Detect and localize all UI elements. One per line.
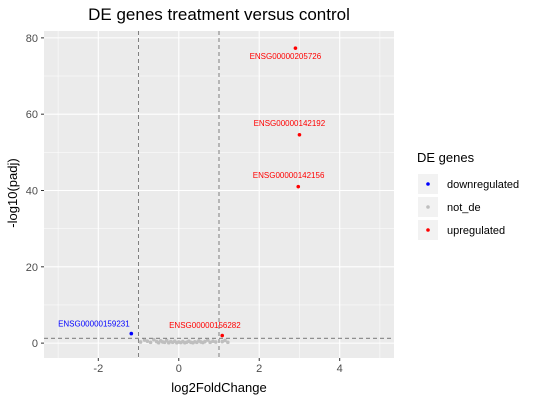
data-point-not-de <box>142 338 147 342</box>
data-points <box>129 46 302 345</box>
point-annotation: ENSG00000156282 <box>169 321 241 330</box>
data-point-not-de <box>208 340 212 345</box>
legend-swatch <box>426 182 430 186</box>
y-tick-label: 0 <box>32 338 38 350</box>
data-point-not-de <box>226 340 230 345</box>
data-point-upregulated <box>297 132 302 137</box>
point-annotation: ENSG00000142156 <box>253 171 325 180</box>
data-point-upregulated <box>293 46 298 50</box>
grid-major <box>44 31 394 358</box>
x-tick-label: 0 <box>176 363 182 375</box>
data-point-not-de <box>152 337 156 342</box>
data-point-downregulated <box>129 331 134 336</box>
legend-label: upregulated <box>447 225 505 237</box>
data-point-not-de <box>213 340 218 344</box>
legend-label: downregulated <box>447 179 519 191</box>
y-tick-label: 80 <box>26 33 38 45</box>
data-point-not-de <box>148 340 153 345</box>
y-tick-label: 60 <box>26 109 38 121</box>
x-tick-label: -2 <box>93 363 103 375</box>
y-tick-label: 20 <box>26 262 38 274</box>
data-point-not-de <box>223 338 227 343</box>
point-annotations: ENSG00000205726 ENSG00000142192 ENSG000001… <box>58 52 326 330</box>
legend-swatch <box>426 205 430 209</box>
chart-title: DE genes treatment versus control <box>88 5 350 24</box>
legend-label: not_de <box>447 202 481 214</box>
legend-swatch <box>426 228 430 232</box>
data-point-not-de <box>205 338 210 342</box>
point-annotation: ENSG00000142192 <box>254 119 326 128</box>
y-axis-title: -log10(padj) <box>5 158 20 227</box>
legend: DE genes downregulated not_de upregulated <box>417 150 519 240</box>
data-point-not-de <box>138 340 143 344</box>
data-point-upregulated <box>296 184 301 189</box>
data-point-not-de <box>203 339 207 344</box>
data-point-not-de <box>211 339 215 344</box>
x-tick-label: 2 <box>256 363 262 375</box>
data-point-upregulated <box>220 333 225 338</box>
y-tick-label: 40 <box>26 185 38 197</box>
data-point-not-de <box>145 339 150 344</box>
reference-lines <box>44 31 394 358</box>
legend-title: DE genes <box>417 150 475 165</box>
x-axis-title: log2FoldChange <box>171 380 266 395</box>
point-annotation: ENSG00000159231 <box>58 319 130 328</box>
data-point-not-de <box>220 339 225 344</box>
point-annotation: ENSG00000205726 <box>250 52 322 61</box>
x-tick-label: 4 <box>337 363 343 375</box>
